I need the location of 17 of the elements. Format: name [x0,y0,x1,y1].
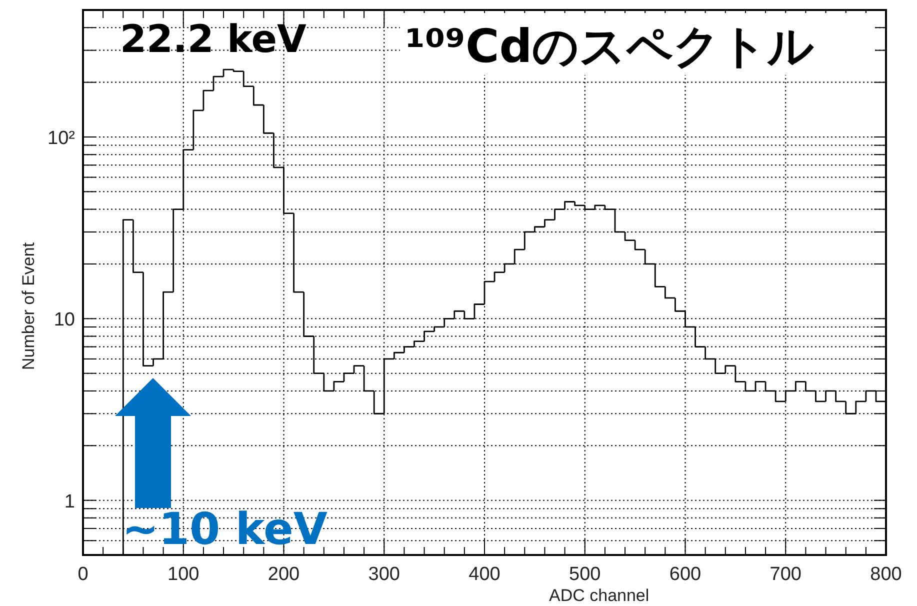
x-tick-label: 300 [368,564,400,585]
y-tick-label: 10² [48,128,75,149]
annotation: 22.2 keV [120,17,308,61]
x-tick-label: 100 [168,564,200,585]
annotation: ~10 keV [122,504,328,555]
x-tick-label: 600 [669,564,702,585]
x-axis-title: ADC channel [549,586,650,605]
chart-title: ¹⁰⁹Cdのスペクトル [405,19,814,73]
y-tick-label: 1 [64,491,75,512]
x-tick-label: 400 [468,564,500,585]
y-axis-title: Number of Event [19,242,38,370]
x-tick-label: 500 [569,564,601,585]
y-tick-label: 10 [54,310,75,331]
x-tick-label: 200 [268,564,300,585]
x-tick-label: 800 [870,564,902,585]
x-tick-label: 700 [770,564,802,585]
x-tick-label: 0 [78,564,88,585]
